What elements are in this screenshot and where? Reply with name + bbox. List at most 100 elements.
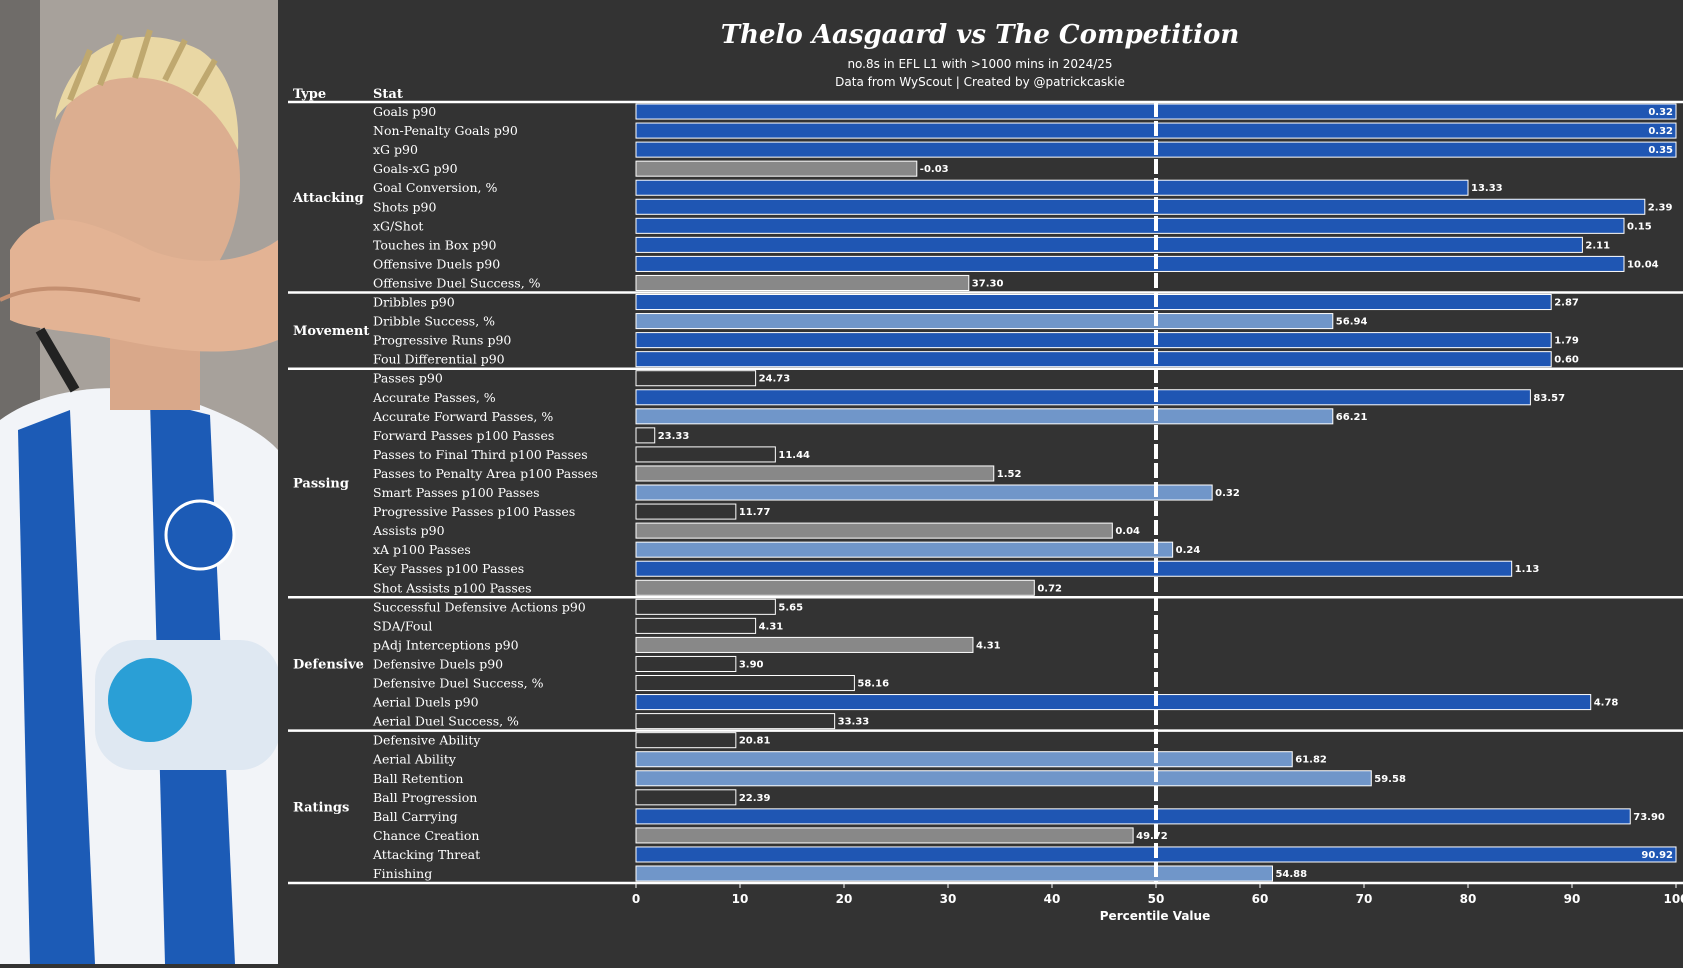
x-tick-label: 80 <box>1460 892 1477 906</box>
x-tick-label: 90 <box>1564 892 1581 906</box>
bar <box>635 655 737 673</box>
value-label: 4.31 <box>759 621 784 632</box>
column-header-stat: Stat <box>373 87 403 102</box>
x-tick-label: 40 <box>1044 892 1061 906</box>
value-label: 20.81 <box>739 736 771 747</box>
bar <box>635 713 836 730</box>
x-tick-label: 100 <box>1663 892 1683 906</box>
category-label: Attacking <box>292 191 364 206</box>
value-label: 0.35 <box>1648 145 1673 156</box>
x-tick-label: 0 <box>632 892 640 906</box>
value-label: 2.87 <box>1554 298 1579 309</box>
value-label: 58.16 <box>857 679 889 690</box>
value-label: 11.44 <box>778 450 810 461</box>
value-label: 59.58 <box>1374 774 1406 785</box>
value-label: 24.73 <box>759 374 791 385</box>
value-label: 0.15 <box>1627 221 1652 232</box>
chart-svg: Thelo Aasgaard vs The Competition no.8s … <box>288 20 1683 923</box>
value-label: 22.39 <box>739 793 771 804</box>
x-axis-label: Percentile Value <box>1100 909 1210 923</box>
stat-label: Smart Passes p100 Passes <box>373 485 540 500</box>
category-label: Movement <box>293 324 369 339</box>
stat-label: Offensive Duels p90 <box>373 256 500 271</box>
value-label: 2.39 <box>1648 202 1673 213</box>
stat-label: Foul Differential p90 <box>373 352 505 367</box>
bar <box>635 617 757 634</box>
value-label: 23.33 <box>658 431 690 442</box>
bar <box>635 541 1174 558</box>
bar <box>635 865 1273 882</box>
stat-label: Shot Assists p100 Passes <box>373 580 532 595</box>
bar <box>635 675 855 692</box>
x-tick-label: 20 <box>836 892 853 906</box>
bar <box>635 427 656 444</box>
value-label: 0.60 <box>1554 355 1579 366</box>
bar <box>635 522 1113 539</box>
stat-label: Passes to Penalty Area p100 Passes <box>373 466 598 481</box>
bar <box>635 370 757 387</box>
x-tick-label: 10 <box>732 892 749 906</box>
bar <box>635 313 1334 330</box>
stat-label: Goals p90 <box>373 104 436 119</box>
chart-subtitle-line2: Data from WyScout | Created by @patrickc… <box>835 75 1125 89</box>
stat-label: Attacking Threat <box>372 847 480 862</box>
bar <box>635 332 1552 349</box>
x-tick-label: 70 <box>1356 892 1373 906</box>
stat-label: Accurate Passes, % <box>372 390 496 405</box>
category-label: Passing <box>293 477 349 492</box>
value-label: 90.92 <box>1641 850 1673 861</box>
stat-label: Offensive Duel Success, % <box>373 275 541 290</box>
bar <box>635 408 1334 425</box>
stat-label: Passes to Final Third p100 Passes <box>373 447 588 462</box>
stat-label: Successful Defensive Actions p90 <box>373 599 586 614</box>
bar <box>635 351 1552 368</box>
category-label: Ratings <box>293 800 349 815</box>
stat-label: Goals-xG p90 <box>373 161 458 176</box>
value-label: 4.31 <box>976 640 1001 651</box>
stat-label: Defensive Duels p90 <box>373 656 503 671</box>
stat-label: Aerial Duel Success, % <box>372 714 519 729</box>
stat-label: Defensive Ability <box>373 733 481 748</box>
bar <box>635 560 1513 577</box>
stat-label: Assists p90 <box>372 523 445 538</box>
value-label: 13.33 <box>1471 183 1503 194</box>
x-axis: 0 10 20 30 40 50 60 70 80 90 100 <box>632 883 1683 906</box>
value-label: 37.30 <box>972 278 1004 289</box>
value-label: 0.32 <box>1215 488 1240 499</box>
chart-subtitle-line1: no.8s in EFL L1 with >1000 mins in 2024/… <box>847 57 1112 71</box>
stat-label: Forward Passes p100 Passes <box>373 428 554 443</box>
stat-label: Aerial Ability <box>372 752 457 767</box>
stat-label: xG p90 <box>373 142 418 157</box>
value-label: 54.88 <box>1275 869 1307 880</box>
bar <box>635 294 1552 311</box>
bar <box>635 751 1293 768</box>
value-label: 83.57 <box>1533 393 1565 404</box>
chart-title: Thelo Aasgaard vs The Competition <box>721 20 1239 50</box>
value-label: 11.77 <box>739 507 771 518</box>
stat-label: Progressive Runs p90 <box>373 333 511 348</box>
stat-label: xA p100 Passes <box>373 542 471 557</box>
category-label: Defensive <box>293 657 364 672</box>
bar <box>635 579 1035 596</box>
stat-label: pAdj Interceptions p90 <box>373 637 519 652</box>
value-label: 5.65 <box>778 602 803 613</box>
value-label: 4.78 <box>1594 698 1619 709</box>
stat-label: Key Passes p100 Passes <box>373 561 524 576</box>
value-label: 10.04 <box>1627 259 1659 270</box>
bar <box>635 732 737 749</box>
stat-label: Finishing <box>373 866 432 881</box>
value-label: 73.90 <box>1633 812 1665 823</box>
stat-label: xG/Shot <box>373 218 423 233</box>
bar <box>635 484 1213 501</box>
bar <box>635 694 1592 711</box>
bar <box>635 808 1631 825</box>
value-label: 0.32 <box>1648 126 1673 137</box>
stat-label: Passes p90 <box>373 371 443 386</box>
stat-label: Dribble Success, % <box>373 314 495 329</box>
bar <box>635 217 1625 234</box>
value-label: 2.11 <box>1585 240 1610 251</box>
stat-label: Dribbles p90 <box>373 295 455 310</box>
bar <box>635 236 1583 253</box>
value-label: 1.79 <box>1554 336 1579 347</box>
stat-label: SDA/Foul <box>373 618 432 633</box>
